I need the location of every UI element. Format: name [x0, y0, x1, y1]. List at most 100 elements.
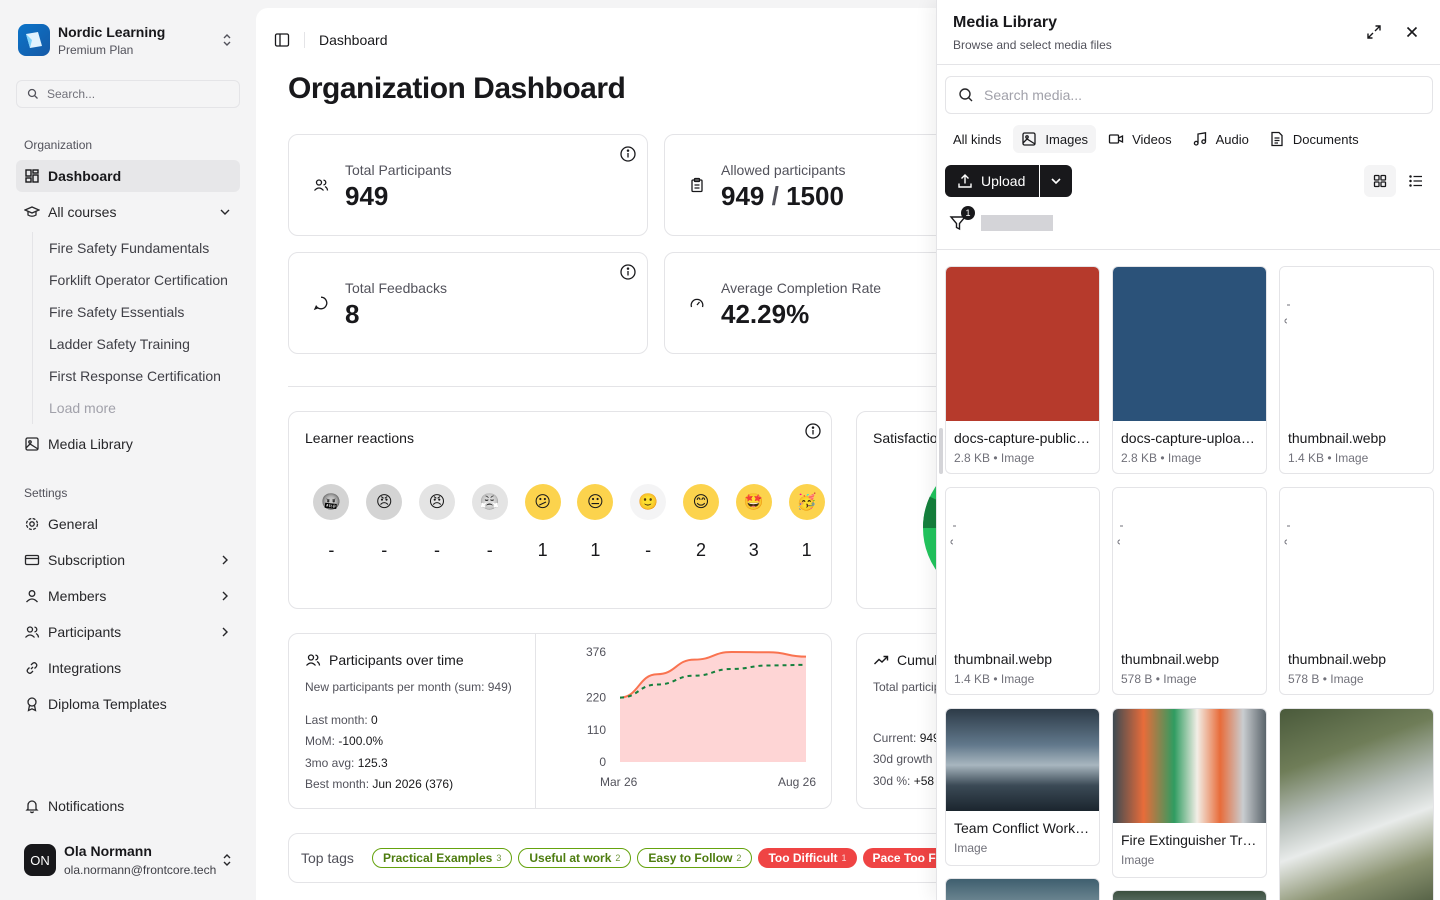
media-tile[interactable]: thumbnail.webp 1.4 KB • Image [1279, 266, 1434, 474]
pot-title: Participants over time [329, 652, 464, 668]
reaction-count: - [433, 540, 440, 560]
maximize-icon[interactable] [1366, 24, 1382, 40]
media-tile[interactable]: thumbnail.webp 1.4 KB • Image [945, 487, 1100, 695]
reaction-count: - [645, 540, 652, 560]
nav-participants-label: Participants [48, 624, 122, 640]
nav-subscription[interactable]: Subscription [16, 544, 240, 576]
media-library-drawer: Media Library Browse and select media fi… [936, 0, 1440, 900]
course-item[interactable]: Fire Safety Fundamentals [49, 240, 210, 256]
close-icon[interactable] [1404, 24, 1420, 40]
media-file-name: thumbnail.webp [1121, 651, 1220, 667]
course-item[interactable]: Fire Safety Essentials [49, 304, 185, 320]
load-more-button[interactable]: Load more [49, 400, 116, 416]
stat-label: Current: [873, 731, 917, 745]
media-thumbnail [1113, 709, 1266, 823]
media-tile[interactable] [945, 878, 1100, 900]
tag-chip: Too Difficult 1 [758, 848, 857, 868]
nav-notifications[interactable]: Notifications [16, 790, 240, 822]
search-icon [958, 87, 974, 103]
reaction-item: 🤬 - [305, 484, 358, 561]
nav-general[interactable]: General [16, 508, 240, 540]
breadcrumb[interactable]: Dashboard [319, 32, 388, 48]
stat-label: 30d %: [873, 773, 911, 788]
media-file-meta: 578 B • Image [1121, 672, 1197, 686]
drawer-subtitle: Browse and select media files [953, 38, 1112, 52]
tag-name: Useful at work [529, 851, 612, 865]
sidebar-toggle-icon[interactable] [274, 32, 290, 48]
list-view-button[interactable] [1400, 165, 1432, 197]
tab-audio[interactable]: Audio [1184, 125, 1257, 153]
allowed-max: 1500 [786, 181, 844, 211]
media-tile[interactable]: thumbnail.webp 578 B • Image [1112, 487, 1267, 695]
nav-dashboard[interactable]: Dashboard [16, 160, 240, 192]
course-item[interactable]: First Response Certification [49, 368, 221, 384]
media-tile[interactable] [1279, 708, 1434, 900]
info-icon[interactable] [804, 422, 822, 440]
info-icon[interactable] [619, 145, 637, 163]
media-tile[interactable]: Fire Extinguisher Training Image [1112, 708, 1267, 878]
user-name: Ola Normann [64, 843, 152, 859]
media-file-name: docs-capture-public.png [954, 430, 1094, 446]
reaction-face-icon: 😠 [418, 484, 455, 520]
user-menu[interactable]: ON Ola Normann ola.normann@frontcore.tec… [16, 834, 240, 886]
media-tile[interactable]: thumbnail.webp 578 B • Image [1279, 487, 1434, 695]
stat-value: +58 [913, 773, 935, 788]
pot-subtitle: New participants per month (sum: 949) [305, 680, 512, 694]
media-tile[interactable]: docs-capture-public.png 2.8 KB • Image [945, 266, 1100, 474]
stat-label: Last month: [305, 713, 368, 727]
info-icon[interactable] [619, 263, 637, 281]
media-file-name: thumbnail.webp [1288, 651, 1387, 667]
course-item[interactable]: Ladder Safety Training [49, 336, 190, 352]
media-tile[interactable]: docs-capture-upload.png 2.8 KB • Image [1112, 266, 1267, 474]
media-kind-tabs: All kinds Images Videos Audio Documents [945, 125, 1367, 153]
nav-dashboard-label: Dashboard [48, 168, 122, 184]
nav-members[interactable]: Members [16, 580, 240, 612]
media-search-input[interactable]: Search media... [945, 76, 1433, 114]
nav-diploma-templates-label: Diploma Templates [48, 696, 167, 712]
tab-images[interactable]: Images [1013, 125, 1097, 153]
resize-handle[interactable] [939, 428, 943, 474]
tab-documents[interactable]: Documents [1261, 125, 1367, 153]
tag-chip: Practical Examples 3 [371, 848, 513, 868]
tab-all-kinds[interactable]: All kinds [945, 125, 1009, 153]
file-text-icon [1269, 131, 1285, 147]
nav-participants[interactable]: Participants [16, 616, 240, 648]
upload-button-group: Upload [945, 165, 1073, 197]
tab-videos[interactable]: Videos [1100, 125, 1180, 153]
grid-view-button[interactable] [1364, 165, 1396, 197]
search-icon [27, 88, 39, 100]
filter-button[interactable]: 1 [949, 206, 975, 232]
course-item[interactable]: Forklift Operator Certification [49, 272, 228, 288]
media-tile[interactable] [1112, 890, 1267, 900]
media-search-placeholder: Search media... [984, 87, 1083, 103]
reaction-count: - [486, 540, 493, 560]
nav-integrations[interactable]: Integrations [16, 652, 240, 684]
sidebar-search[interactable]: Search... [16, 80, 240, 108]
nav-all-courses[interactable]: All courses [16, 196, 240, 228]
tab-label: Videos [1132, 131, 1172, 147]
reaction-item: 😕 1 [516, 484, 569, 561]
trending-up-icon [873, 652, 889, 668]
upload-options-button[interactable] [1040, 165, 1073, 197]
reaction-count: - [381, 540, 388, 560]
reaction-face-icon: 🙂 [630, 484, 667, 520]
credit-card-icon [24, 552, 40, 568]
image-icon [24, 436, 40, 452]
gear-icon [24, 516, 40, 532]
nav-diploma-templates[interactable]: Diploma Templates [16, 688, 240, 720]
stat-label: Best month: [305, 776, 370, 791]
media-thumbnail [1113, 267, 1266, 421]
x-tick-label: Mar 26 [600, 775, 638, 789]
media-tile[interactable]: Team Conflict Workshop Image [945, 708, 1100, 866]
stat-card-total-feedbacks: Total Feedbacks 8 [288, 252, 648, 354]
view-toggle [1364, 165, 1432, 197]
message-circle-icon [313, 295, 329, 311]
upload-button[interactable]: Upload [945, 165, 1040, 197]
sidebar: Nordic Learning Premium Plan Search... O… [0, 0, 256, 900]
chevron-right-icon [218, 589, 232, 603]
org-logo [18, 24, 50, 56]
nav-media-library[interactable]: Media Library [16, 428, 240, 460]
learner-reactions-card: Learner reactions 🤬 - 😠 - 😠 - 😤 - 😕 1 😐 1 🙂 - 😊 2 🤩 3 🥳 1 [288, 411, 832, 609]
org-switcher[interactable]: Nordic Learning Premium Plan [16, 0, 240, 80]
tag-chip: Useful at work 2 [518, 848, 632, 868]
